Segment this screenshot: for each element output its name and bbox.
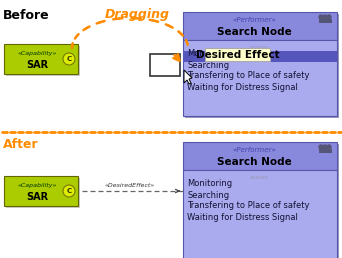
Text: Transfering to Place of safety: Transfering to Place of safety bbox=[187, 201, 310, 211]
FancyBboxPatch shape bbox=[183, 51, 337, 62]
FancyBboxPatch shape bbox=[185, 144, 339, 258]
Circle shape bbox=[63, 185, 75, 197]
Circle shape bbox=[327, 15, 331, 19]
Text: «Capability»: «Capability» bbox=[17, 51, 57, 57]
FancyBboxPatch shape bbox=[323, 149, 328, 153]
Text: Waiting for Distress Signal: Waiting for Distress Signal bbox=[187, 213, 298, 222]
Circle shape bbox=[319, 15, 323, 19]
FancyBboxPatch shape bbox=[4, 44, 78, 74]
FancyBboxPatch shape bbox=[6, 178, 80, 208]
FancyBboxPatch shape bbox=[327, 149, 331, 153]
Text: SAR: SAR bbox=[26, 60, 48, 70]
Text: states: states bbox=[250, 45, 269, 50]
FancyBboxPatch shape bbox=[323, 19, 328, 23]
Text: Searching: Searching bbox=[187, 190, 229, 199]
Text: Before: Before bbox=[3, 9, 50, 22]
Circle shape bbox=[327, 145, 331, 149]
FancyBboxPatch shape bbox=[183, 170, 337, 258]
Text: C: C bbox=[66, 188, 71, 194]
FancyBboxPatch shape bbox=[4, 176, 78, 206]
Text: Dragging: Dragging bbox=[105, 8, 170, 21]
FancyBboxPatch shape bbox=[327, 19, 331, 23]
Text: C: C bbox=[66, 56, 71, 62]
FancyBboxPatch shape bbox=[150, 54, 180, 76]
Text: «DesiredEffect»: «DesiredEffect» bbox=[105, 183, 155, 188]
FancyBboxPatch shape bbox=[183, 40, 337, 116]
Text: Search Node: Search Node bbox=[216, 157, 291, 167]
Circle shape bbox=[323, 145, 327, 149]
Text: Desired Effect: Desired Effect bbox=[196, 50, 279, 60]
Text: After: After bbox=[3, 138, 39, 151]
FancyBboxPatch shape bbox=[185, 14, 339, 118]
Polygon shape bbox=[184, 70, 192, 84]
Text: Transfering to Place of safety: Transfering to Place of safety bbox=[187, 71, 310, 80]
Text: Monitoring: Monitoring bbox=[187, 50, 232, 59]
FancyBboxPatch shape bbox=[183, 12, 337, 40]
Circle shape bbox=[319, 145, 323, 149]
Text: «Performer»: «Performer» bbox=[232, 147, 276, 153]
Text: Searching: Searching bbox=[187, 60, 229, 69]
Text: SAR: SAR bbox=[26, 192, 48, 202]
FancyBboxPatch shape bbox=[183, 142, 337, 170]
Text: «Capability»: «Capability» bbox=[17, 183, 57, 188]
Circle shape bbox=[323, 15, 327, 19]
Circle shape bbox=[63, 53, 75, 65]
FancyBboxPatch shape bbox=[318, 19, 324, 23]
FancyBboxPatch shape bbox=[318, 149, 324, 153]
FancyBboxPatch shape bbox=[6, 46, 80, 76]
Text: Search Node: Search Node bbox=[216, 27, 291, 37]
Text: «Performer»: «Performer» bbox=[232, 17, 276, 23]
Text: Monitoring: Monitoring bbox=[187, 180, 232, 189]
FancyBboxPatch shape bbox=[205, 48, 270, 61]
Text: Waiting for Distress Signal: Waiting for Distress Signal bbox=[187, 83, 298, 92]
Text: states: states bbox=[250, 175, 269, 180]
